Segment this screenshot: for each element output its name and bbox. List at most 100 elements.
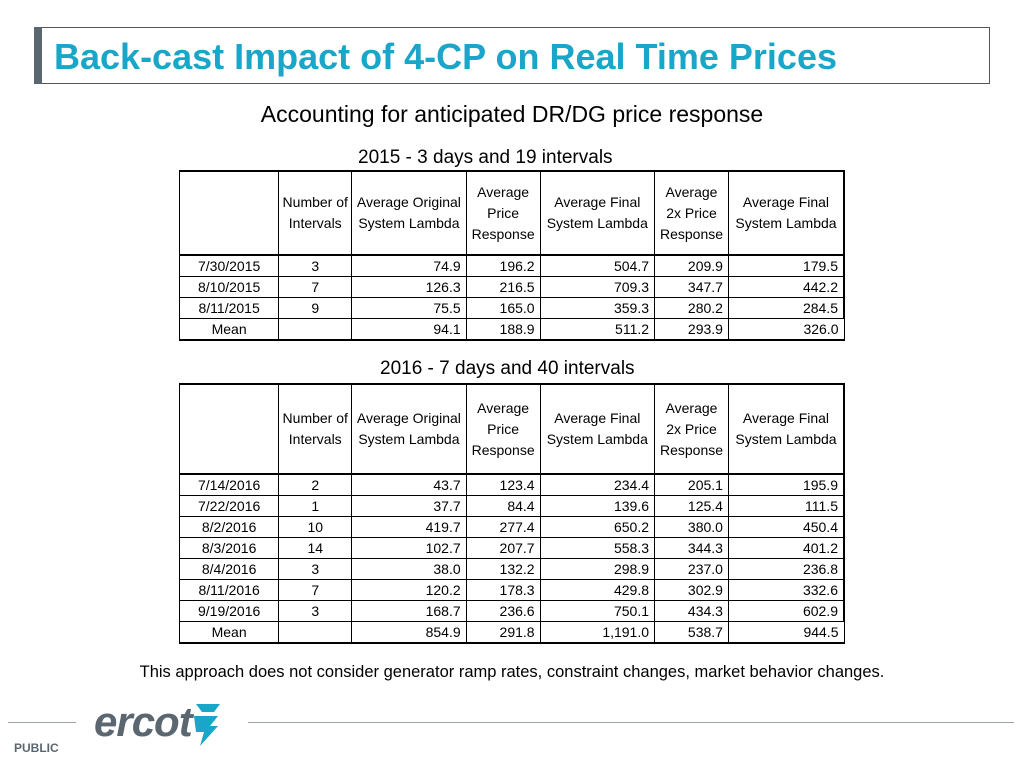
header-avg-original-lambda: Average Original System Lambda (351, 170, 467, 256)
row-price-response: 236.6 (465, 600, 541, 622)
ercot-logo: ercot (94, 698, 193, 745)
row-final-lambda-2x: 236.8 (727, 558, 845, 580)
row-orig-lambda: 126.3 (351, 276, 467, 298)
row-date: 7/22/2016 (178, 495, 280, 517)
row-price-response: 165.0 (465, 297, 541, 319)
row-2x-price-response: 344.3 (654, 537, 729, 559)
table-2015: Number of Intervals Average Original Sys… (178, 170, 845, 341)
title-accent-bar (34, 27, 42, 84)
header-number-of-intervals: Number of Intervals (278, 170, 353, 256)
table-2015-caption: 2015 - 3 days and 19 intervals (358, 147, 613, 168)
row-final-lambda-2x: 179.5 (727, 254, 845, 277)
row-2x-price-response: 209.9 (654, 254, 729, 277)
header-avg-price-response: Average Price Response (465, 383, 541, 475)
mean-orig: 854.9 (351, 621, 467, 644)
row-intervals: 1 (278, 495, 353, 517)
table-row: 9/19/2016 3 168.7 236.6 750.1 434.3 602.9 (178, 600, 845, 622)
table-row-mean: Mean 94.1 188.9 511.2 293.9 326.0 (178, 318, 845, 341)
row-orig-lambda: 38.0 (351, 558, 467, 580)
row-intervals: 3 (278, 600, 353, 622)
header-avg-2x-price-response: Average 2x Price Response (654, 383, 729, 475)
mean-final2x: 944.5 (727, 621, 845, 644)
mean-empty (278, 318, 353, 341)
table-row: 7/30/2015 3 74.9 196.2 504.7 209.9 179.5 (178, 254, 845, 277)
row-date: 8/11/2015 (178, 297, 280, 319)
mean-label: Mean (178, 318, 280, 341)
row-price-response: 132.2 (465, 558, 541, 580)
row-intervals: 2 (278, 473, 353, 496)
row-final-lambda: 750.1 (539, 600, 656, 622)
row-final-lambda-2x: 442.2 (727, 276, 845, 298)
row-2x-price-response: 280.2 (654, 297, 729, 319)
table-row: 7/14/2016 2 43.7 123.4 234.4 205.1 195.9 (178, 473, 845, 496)
row-final-lambda: 429.8 (539, 579, 656, 601)
row-date: 8/10/2015 (178, 276, 280, 298)
footnote: This approach does not consider generato… (139, 663, 885, 681)
row-orig-lambda: 419.7 (351, 516, 467, 538)
row-orig-lambda: 75.5 (351, 297, 467, 319)
mean-final2x: 326.0 (727, 318, 845, 341)
header-avg-price-response: Average Price Response (465, 170, 541, 256)
row-intervals: 3 (278, 558, 353, 580)
table-row: 8/11/2015 9 75.5 165.0 359.3 280.2 284.5 (178, 297, 845, 319)
row-final-lambda: 504.7 (539, 254, 656, 277)
table-2016: Number of Intervals Average Original Sys… (178, 383, 845, 644)
table-row: 7/22/2016 1 37.7 84.4 139.6 125.4 111.5 (178, 495, 845, 517)
row-intervals: 9 (278, 297, 353, 319)
mean-resp: 291.8 (465, 621, 541, 644)
header-avg-original-lambda: Average Original System Lambda (351, 383, 467, 475)
row-final-lambda-2x: 602.9 (727, 600, 845, 622)
row-final-lambda: 650.2 (539, 516, 656, 538)
row-2x-price-response: 347.7 (654, 276, 729, 298)
row-price-response: 123.4 (465, 473, 541, 496)
row-final-lambda-2x: 450.4 (727, 516, 845, 538)
row-intervals: 14 (278, 537, 353, 559)
header-avg-2x-price-response: Average 2x Price Response (654, 170, 729, 256)
mean-label: Mean (178, 621, 280, 644)
row-2x-price-response: 237.0 (654, 558, 729, 580)
row-intervals: 7 (278, 579, 353, 601)
classification-label: PUBLIC (14, 741, 59, 755)
mean-orig: 94.1 (351, 318, 467, 341)
row-date: 7/30/2015 (178, 254, 280, 277)
ercot-logo-icon (194, 704, 220, 746)
page-title: Back-cast Impact of 4-CP on Real Time Pr… (54, 36, 837, 77)
header-avg-final-lambda: Average Final System Lambda (539, 383, 656, 475)
row-date: 7/14/2016 (178, 473, 280, 496)
row-orig-lambda: 168.7 (351, 600, 467, 622)
row-final-lambda: 139.6 (539, 495, 656, 517)
row-orig-lambda: 37.7 (351, 495, 467, 517)
table-row: 8/10/2015 7 126.3 216.5 709.3 347.7 442.2 (178, 276, 845, 298)
mean-resp2x: 293.9 (654, 318, 729, 341)
mean-final: 511.2 (539, 318, 656, 341)
header-avg-final-lambda-2x: Average Final System Lambda (727, 170, 845, 256)
row-date: 8/4/2016 (178, 558, 280, 580)
row-orig-lambda: 74.9 (351, 254, 467, 277)
row-final-lambda-2x: 332.6 (727, 579, 845, 601)
row-2x-price-response: 302.9 (654, 579, 729, 601)
row-final-lambda-2x: 195.9 (727, 473, 845, 496)
mean-resp2x: 538.7 (654, 621, 729, 644)
mean-empty (278, 621, 353, 644)
row-price-response: 216.5 (465, 276, 541, 298)
mean-final: 1,191.0 (539, 621, 656, 644)
header-avg-final-lambda: Average Final System Lambda (539, 170, 656, 256)
row-orig-lambda: 120.2 (351, 579, 467, 601)
subtitle: Accounting for anticipated DR/DG price r… (260, 101, 764, 127)
row-2x-price-response: 380.0 (654, 516, 729, 538)
row-orig-lambda: 43.7 (351, 473, 467, 496)
row-2x-price-response: 205.1 (654, 473, 729, 496)
row-final-lambda-2x: 284.5 (727, 297, 845, 319)
table-2016-caption: 2016 - 7 days and 40 intervals (380, 358, 635, 379)
row-intervals: 3 (278, 254, 353, 277)
row-price-response: 207.7 (465, 537, 541, 559)
row-price-response: 84.4 (465, 495, 541, 517)
table-row-mean: Mean 854.9 291.8 1,191.0 538.7 944.5 (178, 621, 845, 644)
row-final-lambda: 558.3 (539, 537, 656, 559)
footer-divider-left (8, 722, 76, 723)
row-orig-lambda: 102.7 (351, 537, 467, 559)
row-2x-price-response: 125.4 (654, 495, 729, 517)
header-avg-final-lambda-2x: Average Final System Lambda (727, 383, 845, 475)
table-row: 8/11/2016 7 120.2 178.3 429.8 302.9 332.6 (178, 579, 845, 601)
mean-resp: 188.9 (465, 318, 541, 341)
